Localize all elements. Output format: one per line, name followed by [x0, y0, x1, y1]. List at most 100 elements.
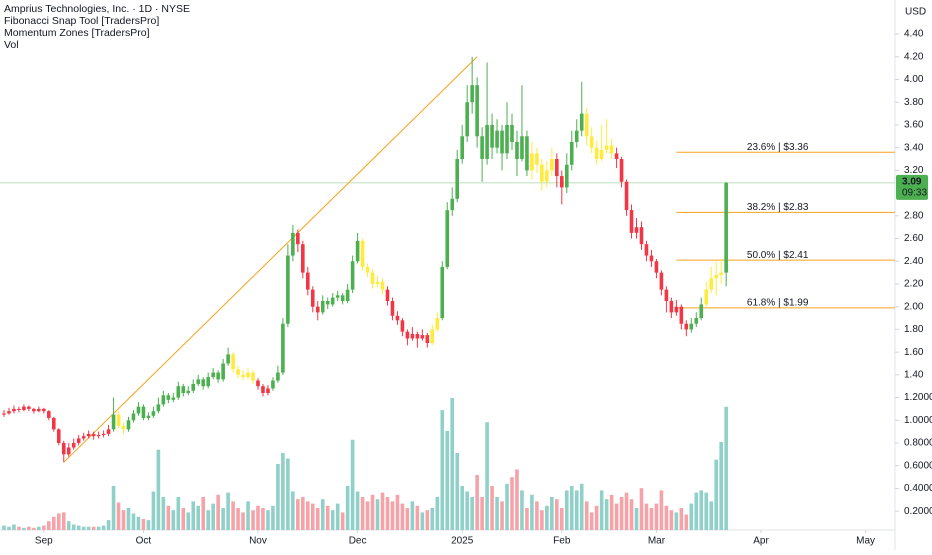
- volume-bar: [545, 505, 549, 530]
- candle-body: [355, 240, 360, 262]
- volume-bar: [714, 459, 718, 530]
- volume-bar: [440, 410, 445, 530]
- candle-body: [704, 289, 709, 305]
- candle-body: [325, 301, 330, 305]
- volume-bar: [166, 505, 171, 530]
- volume-bar: [515, 469, 519, 530]
- candle-body: [505, 124, 509, 154]
- volume-bar: [629, 499, 634, 530]
- candle-body: [17, 408, 21, 411]
- volume-bar: [201, 497, 206, 530]
- candle-body: [689, 323, 694, 330]
- candle-body: [445, 210, 450, 267]
- volume-bar: [355, 491, 360, 530]
- fib-label: 50.0% | $2.41: [747, 250, 809, 261]
- y-tick-label: 3.20: [904, 165, 924, 176]
- candle-body: [186, 390, 191, 394]
- candle-body: [330, 297, 335, 305]
- volume-bar: [340, 512, 345, 530]
- volume-bar: [475, 475, 479, 530]
- candle-body: [340, 295, 345, 302]
- volume-bar: [614, 503, 619, 530]
- candle-body: [315, 306, 320, 313]
- candle-body: [211, 372, 215, 378]
- candle-body: [305, 272, 310, 290]
- candle-body: [614, 153, 619, 160]
- volume-bar: [156, 449, 161, 530]
- indicator-label[interactable]: Vol: [4, 39, 19, 51]
- candle-body: [246, 372, 250, 378]
- candle-body: [410, 333, 415, 339]
- candle-body: [450, 198, 455, 211]
- y-tick-label: 2.60: [904, 233, 924, 244]
- candle-body: [604, 145, 609, 150]
- volume-bar: [126, 508, 131, 530]
- x-tick-label: May: [856, 536, 875, 547]
- indicator-label[interactable]: Momentum Zones [TradersPro]: [4, 27, 150, 39]
- candle-body: [684, 323, 689, 330]
- volume-bar: [420, 512, 425, 530]
- volume-bar: [555, 499, 559, 530]
- candle-body: [335, 295, 340, 298]
- fib-label: 38.2% | $2.83: [747, 202, 809, 213]
- candle-body: [111, 414, 116, 430]
- x-tick-label: Sep: [35, 536, 53, 547]
- volume-bar: [390, 501, 395, 530]
- x-tick-label: Dec: [349, 536, 367, 547]
- volume-bar: [271, 505, 275, 530]
- candle-body: [116, 414, 121, 426]
- volume-bar: [485, 422, 489, 530]
- candle-body: [584, 113, 589, 137]
- volume-bar: [375, 499, 380, 530]
- volume-bar: [320, 499, 325, 530]
- volume-bar: [410, 501, 415, 530]
- candle-body: [629, 210, 634, 233]
- y-tick-label: 0.4000: [904, 483, 932, 494]
- candle-body: [271, 380, 275, 389]
- volume-bar: [495, 497, 499, 530]
- volume-bar: [96, 526, 101, 530]
- volume-bar: [470, 497, 474, 530]
- candle-body: [266, 388, 270, 394]
- volume-bar: [644, 503, 649, 530]
- volume-bar: [664, 505, 669, 530]
- candle-body: [91, 433, 96, 437]
- volume-bar: [579, 483, 584, 530]
- price-badge-countdown: 09:33: [902, 188, 927, 199]
- candle-body: [530, 153, 534, 171]
- candle-body: [37, 408, 41, 412]
- candle-body: [564, 164, 569, 188]
- volume-bar: [530, 494, 534, 530]
- candle-body: [231, 354, 235, 370]
- volume-bar: [689, 503, 694, 530]
- candle-body: [574, 130, 579, 142]
- candle-body: [624, 181, 629, 211]
- volume-bar: [101, 525, 106, 530]
- indicator-label[interactable]: Fibonacci Snap Tool [TradersPro]: [4, 15, 159, 27]
- candle-body: [485, 124, 489, 160]
- candle-body: [520, 136, 524, 160]
- volume-bar: [206, 510, 210, 530]
- volume-bar: [609, 494, 614, 530]
- candle-body: [694, 318, 699, 324]
- y-tick-label: 3.40: [904, 142, 924, 153]
- volume-bar: [37, 526, 41, 530]
- x-tick-label: Nov: [249, 536, 267, 547]
- volume-bar: [216, 494, 220, 530]
- candle-body: [241, 374, 245, 378]
- candle-body: [176, 386, 181, 398]
- candle-body: [121, 425, 126, 430]
- candle-body: [545, 170, 549, 182]
- candle-body: [639, 227, 644, 245]
- volume-bar: [460, 486, 464, 530]
- volume-bar: [569, 486, 574, 530]
- candle-body: [286, 255, 290, 324]
- candle-body: [301, 244, 305, 273]
- candle-body: [420, 335, 425, 339]
- volume-bar: [246, 501, 250, 530]
- volume-bar: [654, 503, 659, 530]
- volume-bar: [171, 510, 176, 530]
- volume-bar: [226, 492, 230, 530]
- candle-body: [555, 159, 559, 177]
